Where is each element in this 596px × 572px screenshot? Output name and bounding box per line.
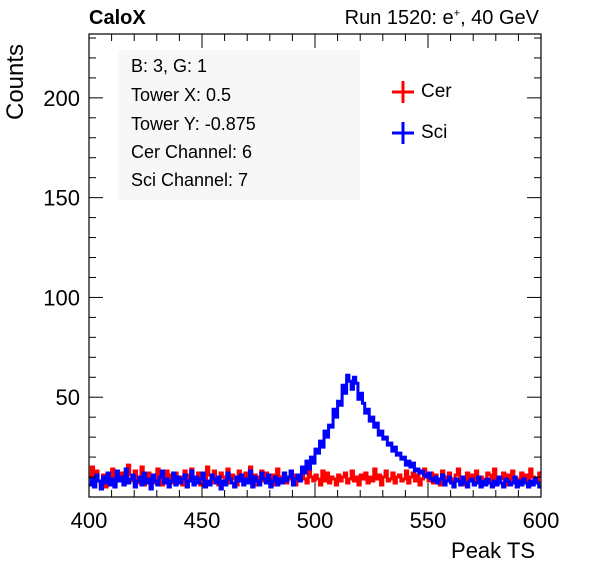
run-label-energy: , 40 GeV [460, 7, 539, 29]
run-label-superscript: + [453, 7, 461, 20]
run-label: Run 1520: e+, 40 GeV [345, 7, 539, 30]
x-tick-label: 600 [523, 508, 560, 533]
x-tick-label: 450 [184, 508, 221, 533]
y-tick-label: 100 [43, 285, 80, 310]
histogram-layer [89, 373, 541, 491]
info-line-tower-x: Tower X: 0.5 [131, 85, 232, 105]
run-label-text: Run 1520: e [344, 7, 454, 29]
series-line-sci [89, 373, 541, 491]
x-tick-label: 550 [410, 508, 447, 533]
tick-layer: 400 450 500 550 600 50 100 150 200 [43, 34, 559, 533]
x-axis-label: Peak TS [451, 538, 535, 563]
x-tick-label: 400 [71, 508, 108, 533]
info-line-tower-y: Tower Y: -0.875 [131, 114, 256, 134]
info-box: B: 3, G: 1 Tower X: 0.5 Tower Y: -0.875 … [118, 50, 360, 200]
experiment-label: CaloX [89, 7, 146, 29]
legend-marker-sci [392, 122, 414, 144]
legend-marker-cer [392, 81, 414, 103]
info-line-board: B: 3, G: 1 [131, 56, 208, 76]
info-line-cer-channel: Cer Channel: 6 [131, 142, 253, 162]
info-line-sci-channel: Sci Channel: 7 [131, 170, 249, 190]
y-tick-label: 50 [56, 385, 80, 410]
legend-label-cer: Cer [421, 81, 452, 102]
y-tick-label: 200 [43, 86, 80, 111]
x-tick-label: 500 [297, 508, 334, 533]
y-tick-label: 150 [43, 186, 80, 211]
y-axis-label: Counts [2, 43, 29, 120]
legend-label-sci: Sci [421, 122, 448, 143]
